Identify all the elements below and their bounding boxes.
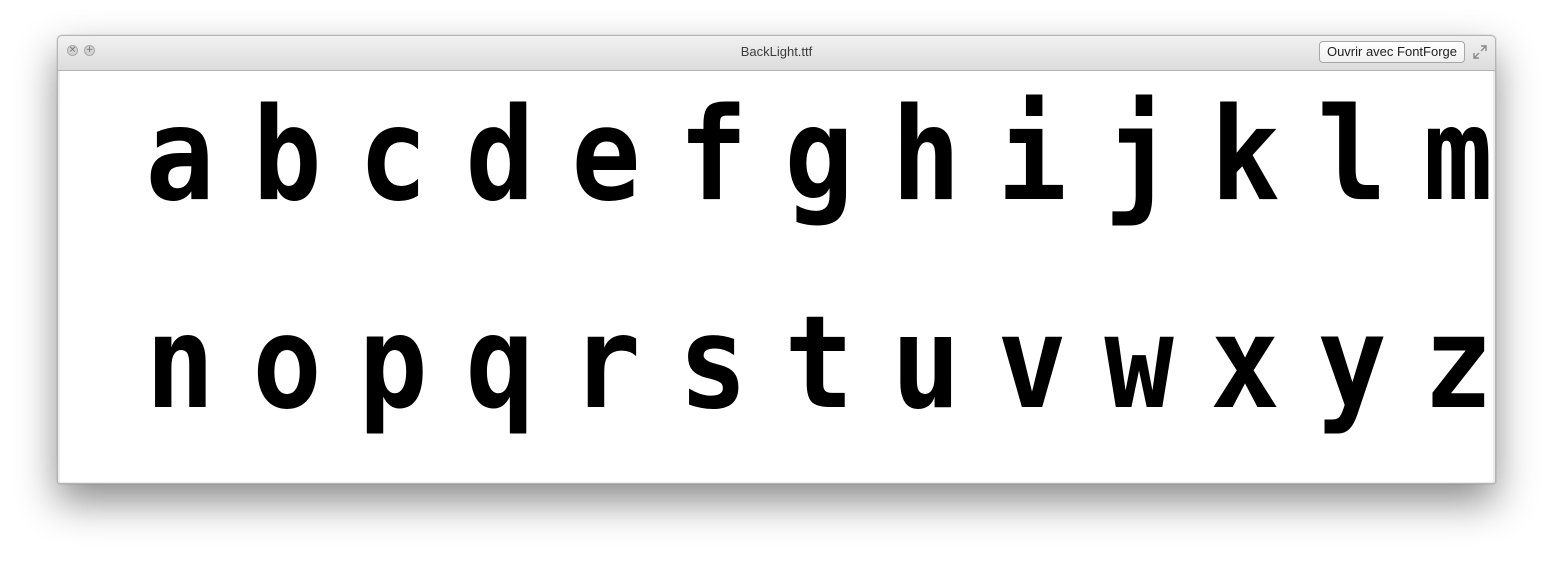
glyph-i: i	[997, 81, 1067, 230]
glyph-z: z	[1423, 289, 1493, 438]
glyph-o: o	[251, 289, 322, 438]
glyph-n: n	[145, 289, 215, 438]
glyph-b: b	[251, 81, 322, 230]
glyph-h: h	[890, 81, 961, 230]
glyph-y: y	[1316, 289, 1387, 438]
glyph-s: s	[677, 289, 748, 438]
glyph-v: v	[997, 289, 1067, 438]
glyph-j: j	[1103, 81, 1174, 230]
glyph-k: k	[1210, 81, 1280, 230]
glyph-c: c	[358, 81, 428, 230]
glyph-e: e	[571, 81, 641, 230]
fullscreen-icon[interactable]	[1473, 45, 1487, 59]
glyph-m: m	[1423, 81, 1493, 230]
glyph-l: l	[1316, 81, 1387, 230]
plus-icon[interactable]: +	[84, 45, 95, 56]
glyph-x: x	[1210, 289, 1280, 438]
glyph-d: d	[464, 81, 535, 230]
glyph-r: r	[571, 289, 641, 438]
glyph-p: p	[358, 289, 428, 438]
title-bar[interactable]: × + BackLight.ttf Ouvrir avec FontForge	[58, 36, 1495, 71]
glyph-w: w	[1103, 289, 1174, 438]
close-icon[interactable]: ×	[67, 45, 78, 56]
glyph-f: f	[677, 81, 748, 230]
glyph-u: u	[890, 289, 961, 438]
glyph-g: g	[784, 81, 854, 230]
window-title: BackLight.ttf	[740, 44, 813, 59]
open-with-fontforge-button[interactable]: Ouvrir avec FontForge	[1318, 41, 1465, 63]
glyph-t: t	[784, 289, 854, 438]
glyph-a: a	[145, 81, 215, 230]
quicklook-window: × + BackLight.ttf Ouvrir avec FontForge …	[57, 35, 1496, 484]
glyph-q: q	[464, 289, 535, 438]
